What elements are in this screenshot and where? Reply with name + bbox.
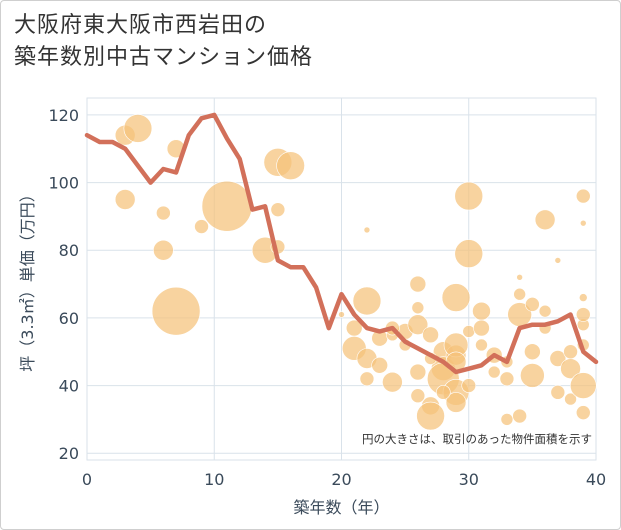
data-bubble [516, 274, 523, 281]
data-bubble [578, 293, 588, 302]
data-bubble [407, 314, 429, 335]
data-bubble [499, 371, 515, 387]
chart-title: 大阪府東大阪市西岩田の 築年数別中古マンション価格 [14, 10, 313, 74]
title-line-1: 大阪府東大阪市西岩田の [14, 13, 268, 38]
x-tick-label: 20 [331, 470, 351, 489]
x-axis-label: 築年数（年） [293, 498, 389, 517]
y-tick-label: 60 [59, 309, 79, 328]
data-bubble [411, 301, 425, 315]
data-bubble [554, 257, 562, 264]
data-bubble [538, 304, 552, 318]
data-bubble [416, 401, 445, 431]
data-bubble [363, 226, 371, 234]
average-price-line [84, 112, 599, 375]
x-tick-label: 0 [82, 470, 92, 489]
data-bubble [500, 413, 514, 426]
data-bubble [462, 325, 476, 338]
data-bubble [564, 392, 577, 406]
data-bubble [473, 319, 490, 337]
data-bubble [461, 378, 477, 393]
axes: 20 40 60 80 100 120 0 10 20 30 40 [48, 106, 606, 489]
average-line-layer [84, 112, 599, 375]
y-axis-label: 坪（3.3㎡）単価（万円） [18, 186, 37, 371]
data-bubble [454, 181, 484, 211]
title-line-2: 築年数別中古マンション価格 [14, 45, 314, 70]
data-bubble [441, 283, 471, 312]
data-bubble [445, 392, 467, 413]
size-note: 円の大きさは、取引のあった物件面積を示す [362, 432, 592, 446]
data-bubble [194, 219, 209, 234]
data-bubble [382, 371, 403, 393]
y-tick-label: 20 [59, 444, 79, 463]
data-bubble [151, 286, 201, 336]
data-bubble [513, 287, 526, 301]
x-tick-label: 30 [459, 470, 479, 489]
data-bubble [563, 344, 578, 360]
data-bubble [114, 189, 136, 210]
data-bubble [569, 372, 597, 399]
data-bubble [352, 286, 382, 316]
data-bubble [549, 350, 567, 367]
data-bubble [520, 363, 545, 388]
data-bubble [534, 209, 556, 231]
data-bubble [409, 275, 427, 293]
data-bubble [472, 301, 491, 321]
data-bubble [575, 188, 591, 204]
data-bubble [201, 180, 253, 232]
data-bubble [270, 202, 286, 217]
data-bubble [454, 239, 484, 268]
data-bubble [371, 356, 388, 374]
data-bubble [410, 388, 426, 404]
data-bubble [524, 343, 541, 361]
y-tick-label: 40 [59, 377, 79, 396]
data-bubble [276, 151, 305, 180]
data-bubble [512, 408, 527, 424]
x-tick-label: 40 [586, 470, 606, 489]
bubbles-layer [114, 114, 597, 431]
data-bubble [338, 311, 345, 318]
data-bubble [575, 307, 591, 322]
y-tick-label: 80 [59, 241, 79, 260]
data-bubble [359, 371, 375, 387]
data-bubble [123, 114, 153, 143]
plot-area-border [86, 97, 597, 461]
data-bubble [435, 385, 451, 400]
data-bubble [153, 239, 174, 261]
data-bubble [487, 365, 501, 379]
data-bubble [409, 363, 427, 381]
data-bubble [475, 338, 488, 352]
y-tick-label: 100 [48, 174, 79, 193]
data-bubble [550, 385, 566, 400]
data-bubble [156, 205, 171, 221]
data-bubble [525, 297, 540, 312]
y-tick-label: 120 [48, 106, 79, 125]
data-bubble [422, 326, 439, 344]
data-bubble [575, 405, 591, 420]
data-bubble [579, 219, 587, 227]
x-tick-label: 10 [204, 470, 224, 489]
